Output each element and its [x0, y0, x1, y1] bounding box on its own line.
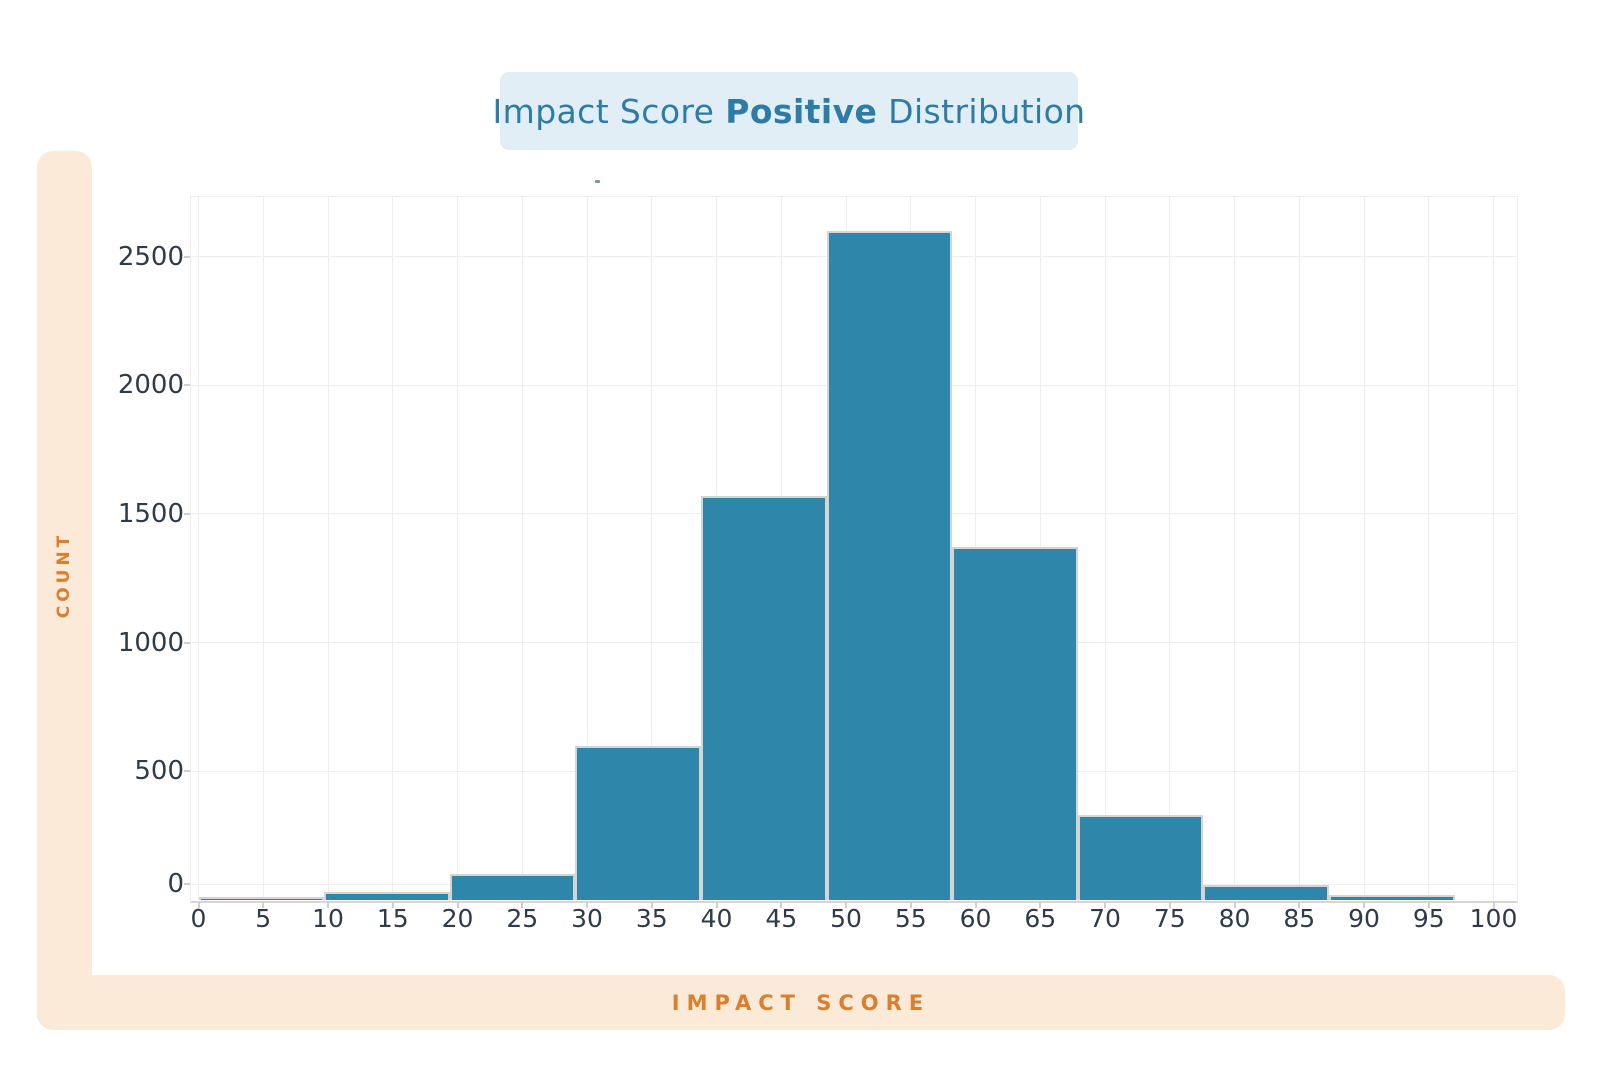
- v-gridline: [392, 196, 394, 900]
- y-tick-mark: [184, 384, 190, 387]
- y-tick-label: 1500: [117, 498, 184, 529]
- x-tick-mark: [197, 902, 200, 908]
- x-axis-title: IMPACT SCORE: [671, 991, 931, 1015]
- x-tick-label: 65: [1024, 904, 1057, 933]
- chart-title-prefix: Impact Score: [492, 91, 726, 131]
- x-axis-band: [37, 975, 1565, 1030]
- x-tick-mark: [845, 902, 847, 908]
- histogram-bar: [324, 892, 450, 900]
- x-tick-mark: [1168, 902, 1171, 908]
- x-tick-mark: [1363, 902, 1365, 908]
- v-gridline: [521, 196, 523, 900]
- v-gridline: [651, 196, 653, 900]
- v-gridline: [457, 196, 458, 900]
- y-tick-label: 2000: [117, 370, 184, 401]
- x-tick-mark: [1233, 902, 1236, 908]
- x-tick-label: 5: [255, 904, 272, 933]
- x-tick-label: 15: [376, 904, 409, 933]
- x-tick-label: 55: [894, 904, 927, 933]
- x-tick-label: 25: [506, 904, 539, 933]
- y-tick-mark: [184, 641, 190, 644]
- x-tick-label: 100: [1469, 904, 1518, 933]
- y-axis-band: [37, 151, 92, 1030]
- x-tick-label: 70: [1089, 904, 1121, 933]
- x-tick-label: 85: [1283, 904, 1316, 933]
- y-tick-mark: [184, 770, 190, 773]
- x-tick-label: 75: [1153, 904, 1186, 933]
- x-tick-mark: [650, 902, 653, 908]
- stray-dot: [595, 180, 600, 183]
- x-tick-label: 40: [700, 904, 733, 933]
- chart-title-suffix: Distribution: [877, 91, 1086, 131]
- y-tick-label: 500: [134, 756, 184, 787]
- histogram-bar: [1203, 884, 1330, 900]
- v-gridline: [1493, 196, 1494, 900]
- chart-title-bold: Positive: [725, 91, 878, 131]
- y-tick-label: 0: [167, 869, 184, 899]
- histogram-bar: [198, 897, 325, 900]
- x-tick-label: 80: [1218, 904, 1251, 933]
- x-tick-mark: [1427, 902, 1430, 908]
- x-tick-mark: [327, 902, 329, 908]
- x-tick-mark: [1492, 902, 1495, 908]
- v-gridline: [198, 196, 199, 900]
- x-tick-label: 45: [765, 904, 798, 933]
- v-gridline: [1298, 196, 1300, 900]
- x-tick-label: 95: [1412, 904, 1445, 933]
- x-tick-mark: [715, 902, 718, 908]
- v-gridline: [1428, 196, 1430, 900]
- v-gridline: [327, 196, 329, 900]
- x-tick-label: 0: [190, 904, 207, 933]
- x-tick-mark: [456, 902, 459, 908]
- y-tick-mark: [184, 512, 190, 515]
- v-gridline: [1104, 196, 1106, 900]
- histogram-bar: [1077, 815, 1204, 900]
- v-gridline: [1169, 196, 1171, 900]
- x-tick-mark: [909, 902, 912, 908]
- y-tick-mark: [184, 883, 190, 885]
- histogram-bar: [826, 230, 953, 900]
- y-tick-label: 1000: [117, 627, 184, 658]
- y-tick-mark: [184, 255, 190, 258]
- histogram-bar: [1329, 894, 1455, 900]
- histogram-bar: [700, 495, 827, 900]
- x-tick-label: 30: [571, 904, 603, 933]
- x-tick-label: 50: [830, 904, 862, 933]
- x-tick-label: 10: [312, 904, 344, 933]
- x-tick-mark: [1298, 902, 1301, 908]
- histogram-bar: [952, 547, 1078, 900]
- chart-title: Impact Score Positive Distribution: [493, 72, 1085, 150]
- v-gridline: [1363, 196, 1365, 900]
- x-tick-mark: [391, 902, 394, 908]
- x-tick-label: 20: [441, 904, 474, 933]
- x-tick-label: 35: [635, 904, 668, 933]
- x-tick-mark: [780, 902, 783, 908]
- x-tick-mark: [586, 902, 588, 908]
- x-tick-mark: [1104, 902, 1106, 908]
- x-tick-label: 60: [959, 904, 992, 933]
- x-tick-mark: [1039, 902, 1042, 908]
- x-tick-mark: [262, 902, 265, 908]
- x-tick-mark: [974, 902, 977, 908]
- v-gridline: [586, 196, 588, 900]
- v-gridline: [1234, 196, 1235, 900]
- histogram-bar: [449, 874, 576, 900]
- v-gridline: [262, 196, 264, 900]
- x-tick-mark: [521, 902, 524, 908]
- y-tick-label: 2500: [117, 241, 184, 272]
- x-tick-label: 90: [1348, 904, 1380, 933]
- histogram-bar: [575, 745, 701, 900]
